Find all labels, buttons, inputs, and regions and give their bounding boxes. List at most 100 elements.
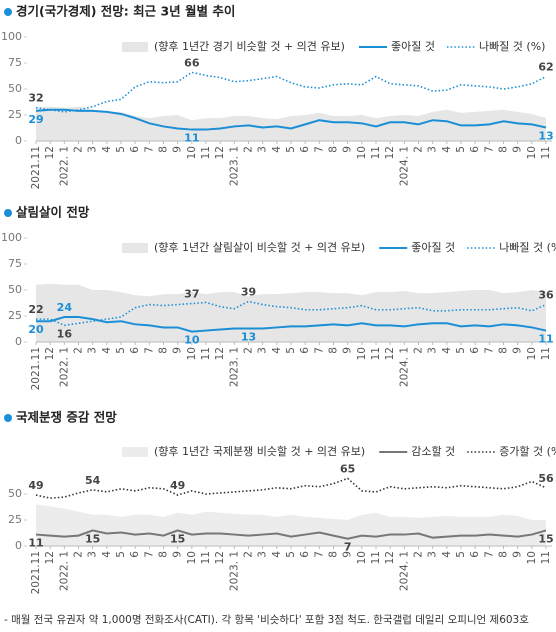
x-tick-label: 8 [498,551,510,558]
y-tick-label: 25 [8,513,22,526]
y-tick-label: 75 [8,257,22,270]
x-tick-label: 12 [44,551,56,564]
x-tick-label: 2 [413,551,425,558]
x-tick-label: 8 [158,551,170,558]
y-tick-label: 50 [8,82,22,95]
data-label: 66 [184,56,200,69]
x-tick-label: 6 [299,551,311,558]
x-tick-label: 12 [384,146,396,159]
x-tick-label: 10 [526,347,538,360]
x-tick-label: 11 [540,146,552,159]
x-tick-label: 6 [299,146,311,153]
x-tick-label: 5 [285,347,297,354]
data-label: 20 [28,323,44,336]
x-tick-label: 9 [512,347,524,354]
x-tick-label: 2024. 1 [398,551,410,591]
x-tick-label: 11 [370,146,382,159]
data-label: 49 [170,479,185,492]
x-tick-label: 6 [469,146,481,153]
data-label: 22 [28,303,43,316]
x-tick-label: 10 [356,551,368,564]
x-tick-label: 2023. 1 [228,347,240,387]
x-tick-label: 3 [427,347,439,354]
data-label: 7 [344,541,352,554]
data-label: 15 [170,532,185,545]
line [35,71,547,113]
x-tick-label: 6 [469,551,481,558]
data-label: 11 [28,537,43,550]
x-tick-label: 7 [143,347,155,354]
x-tick-label: 11 [200,146,212,159]
line [35,529,547,540]
x-tick-label: 10 [526,551,538,564]
x-tick-label: 5 [285,551,297,558]
x-tick-label: 2 [243,347,255,354]
x-tick-label: 2 [413,146,425,153]
x-tick-label: 8 [328,347,340,354]
x-tick-label: 2022. 1 [58,551,70,591]
x-tick-label: 2022. 1 [58,146,70,186]
data-label: 16 [57,327,73,340]
x-tick-label: 11 [370,347,382,360]
x-tick-label: 3 [87,347,99,354]
line [36,316,547,333]
x-tick-label: 4 [271,146,283,153]
x-tick-label: 3 [257,551,269,558]
legend-label: 나빠질 것 (%) [499,241,556,254]
x-tick-label: 2021.11 [30,146,42,189]
y-tick-label: 25 [8,309,22,322]
y-tick-label: 100 [1,231,22,244]
x-tick-label: 4 [101,347,113,354]
x-tick-label: 8 [498,146,510,153]
x-tick-label: 4 [441,347,453,354]
data-label: 56 [538,472,554,485]
x-tick-label: 7 [143,551,155,558]
x-tick-label: 2021.11 [30,551,42,594]
data-label: 15 [538,532,553,545]
legend-label: 감소할 것 [411,445,455,458]
y-tick-label: 0 [15,335,22,348]
x-tick-label: 6 [129,146,141,153]
legend-swatch [122,243,148,253]
x-tick-label: 5 [455,551,467,558]
data-label: 13 [538,129,553,142]
x-tick-label: 3 [87,146,99,153]
x-tick-label: 2023. 1 [228,551,240,591]
x-tick-label: 3 [257,347,269,354]
x-tick-label: 2 [413,347,425,354]
x-tick-label: 3 [427,146,439,153]
x-tick-label: 7 [483,347,495,354]
x-tick-label: 4 [271,347,283,354]
title-bullet [4,209,12,217]
legend-swatch [122,42,148,52]
x-tick-label: 5 [115,347,127,354]
line [35,108,547,131]
x-tick-label: 11 [540,551,552,564]
x-tick-label: 6 [129,347,141,354]
chart-title: 국제분쟁 증감 전망 [16,410,117,425]
x-tick-label: 11 [200,347,212,360]
x-tick-label: 10 [356,146,368,159]
title-bullet [4,414,12,422]
data-label: 39 [241,285,256,298]
legend-label: 증가할 것 (%) [499,445,556,458]
x-tick-label: 9 [342,347,354,354]
x-tick-label: 3 [427,551,439,558]
legend-label: (향후 1년간 살림살이 비슷할 것 + 의견 유보) [154,241,365,254]
x-tick-label: 12 [44,146,56,159]
y-tick-label: 0 [15,539,22,552]
x-tick-label: 7 [483,146,495,153]
x-tick-label: 2 [73,551,85,558]
data-label: 11 [184,132,199,145]
legend-swatch [122,447,148,457]
x-tick-label: 2022. 1 [58,347,70,387]
x-tick-label: 4 [271,551,283,558]
x-tick-label: 4 [441,146,453,153]
x-tick-label: 8 [158,146,170,153]
chart-title: 살림살이 전망 [16,205,90,220]
x-tick-label: 2 [243,146,255,153]
data-label: 36 [538,289,554,302]
data-label: 32 [28,92,43,105]
chart-title: 경기(국가경제) 전망: 최근 3년 월별 추이 [16,4,235,19]
x-tick-label: 3 [87,551,99,558]
